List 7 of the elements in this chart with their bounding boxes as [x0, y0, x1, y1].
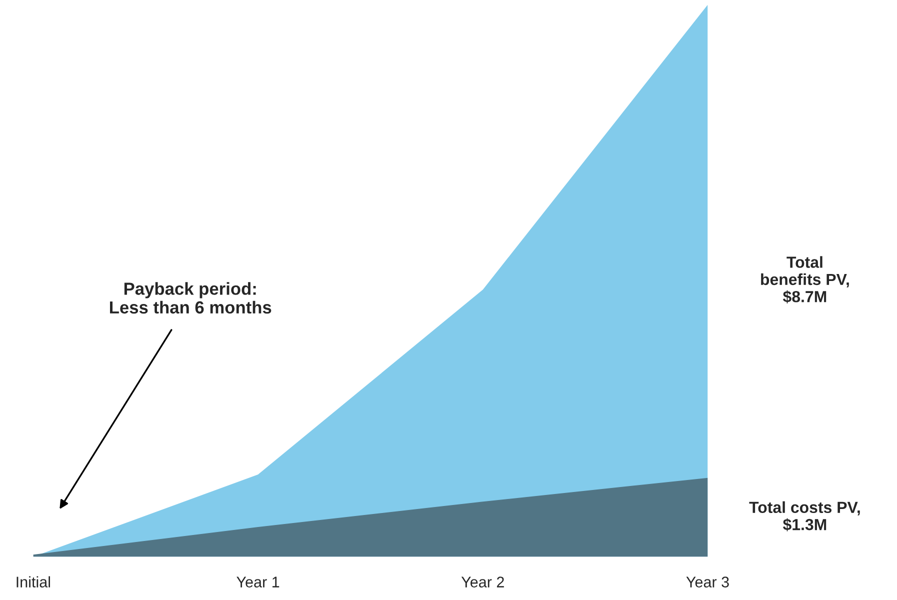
annotation: Payback period: Less than 6 months	[110, 282, 272, 314]
text: Total costs PV, $1.3M	[749, 501, 860, 532]
text: Total benefits PV, $8.7M	[761, 256, 849, 304]
x-tick-label: Initial	[16, 576, 50, 588]
x-tick-label: Year 2	[461, 576, 504, 588]
x-tick-label: Year 3	[686, 576, 729, 588]
x-tick-label: Year 1	[236, 576, 280, 588]
